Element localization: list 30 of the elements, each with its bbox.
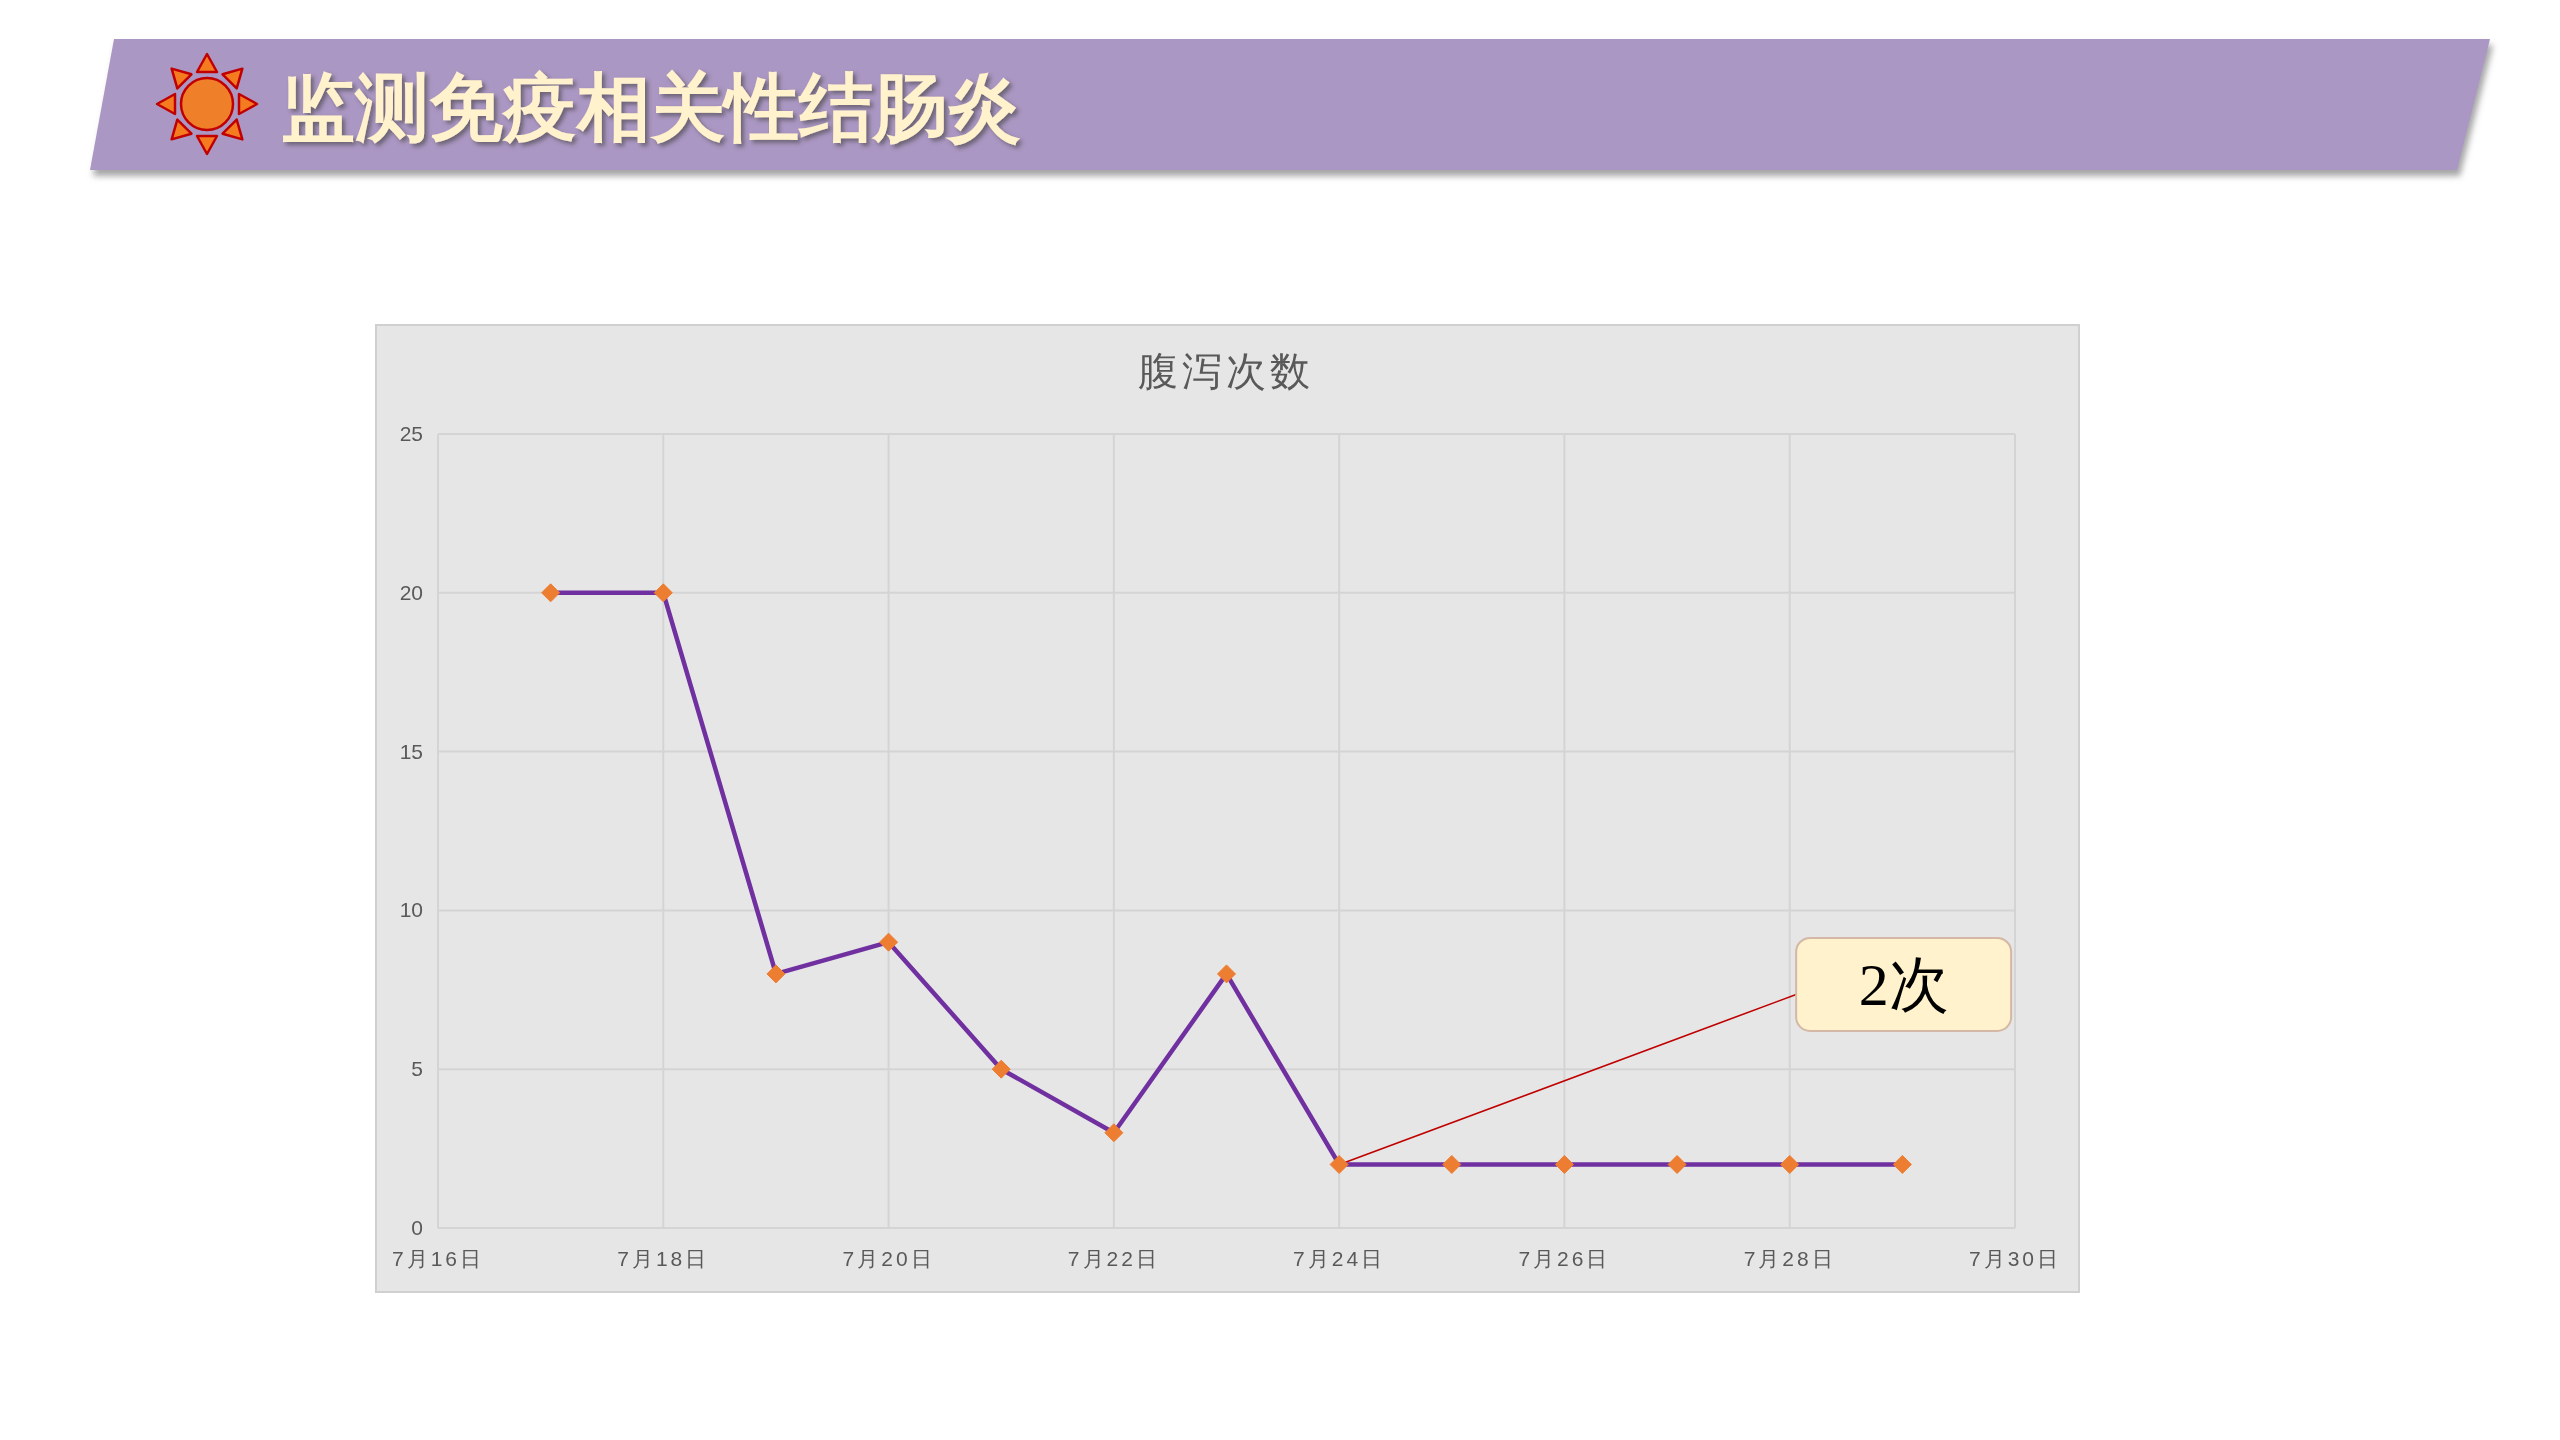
- x-tick-label: 7月30日: [1968, 1247, 2062, 1270]
- y-tick-label: 10: [399, 898, 423, 922]
- point: [1892, 1154, 1912, 1174]
- point: [1217, 964, 1236, 984]
- x-tick-label: 7月18日: [617, 1247, 710, 1270]
- subtitle: 腹泻次数: [1138, 349, 1314, 394]
- x-tick-label: 7月20日: [842, 1247, 935, 1270]
- point: [879, 932, 899, 952]
- y-tick-label: 0: [411, 1216, 423, 1239]
- point: [1329, 1154, 1349, 1174]
- point: [653, 583, 673, 603]
- point: [1667, 1154, 1687, 1174]
- x-tick-label: 7月16日: [391, 1247, 485, 1270]
- point: [1554, 1154, 1574, 1174]
- x-tick-label: 7月22日: [1067, 1247, 1160, 1270]
- y-tick-label: 25: [399, 422, 423, 445]
- x-tick-label: 7月28日: [1743, 1247, 1836, 1270]
- y-tick-label: 15: [399, 739, 423, 763]
- title: 监测免疫相关性结肠炎: [281, 66, 1021, 149]
- point: [766, 964, 786, 984]
- annotation: 2次: [1858, 952, 1949, 1019]
- y-tick-label: 20: [399, 580, 423, 604]
- point: [1780, 1154, 1800, 1174]
- point: [541, 583, 561, 603]
- point: [1442, 1154, 1462, 1174]
- point: [991, 1059, 1011, 1079]
- y-tick-label: 5: [411, 1057, 423, 1081]
- x-tick-label: 7月24日: [1293, 1247, 1386, 1270]
- point: [1104, 1123, 1124, 1143]
- x-tick-label: 7月26日: [1518, 1247, 1611, 1270]
